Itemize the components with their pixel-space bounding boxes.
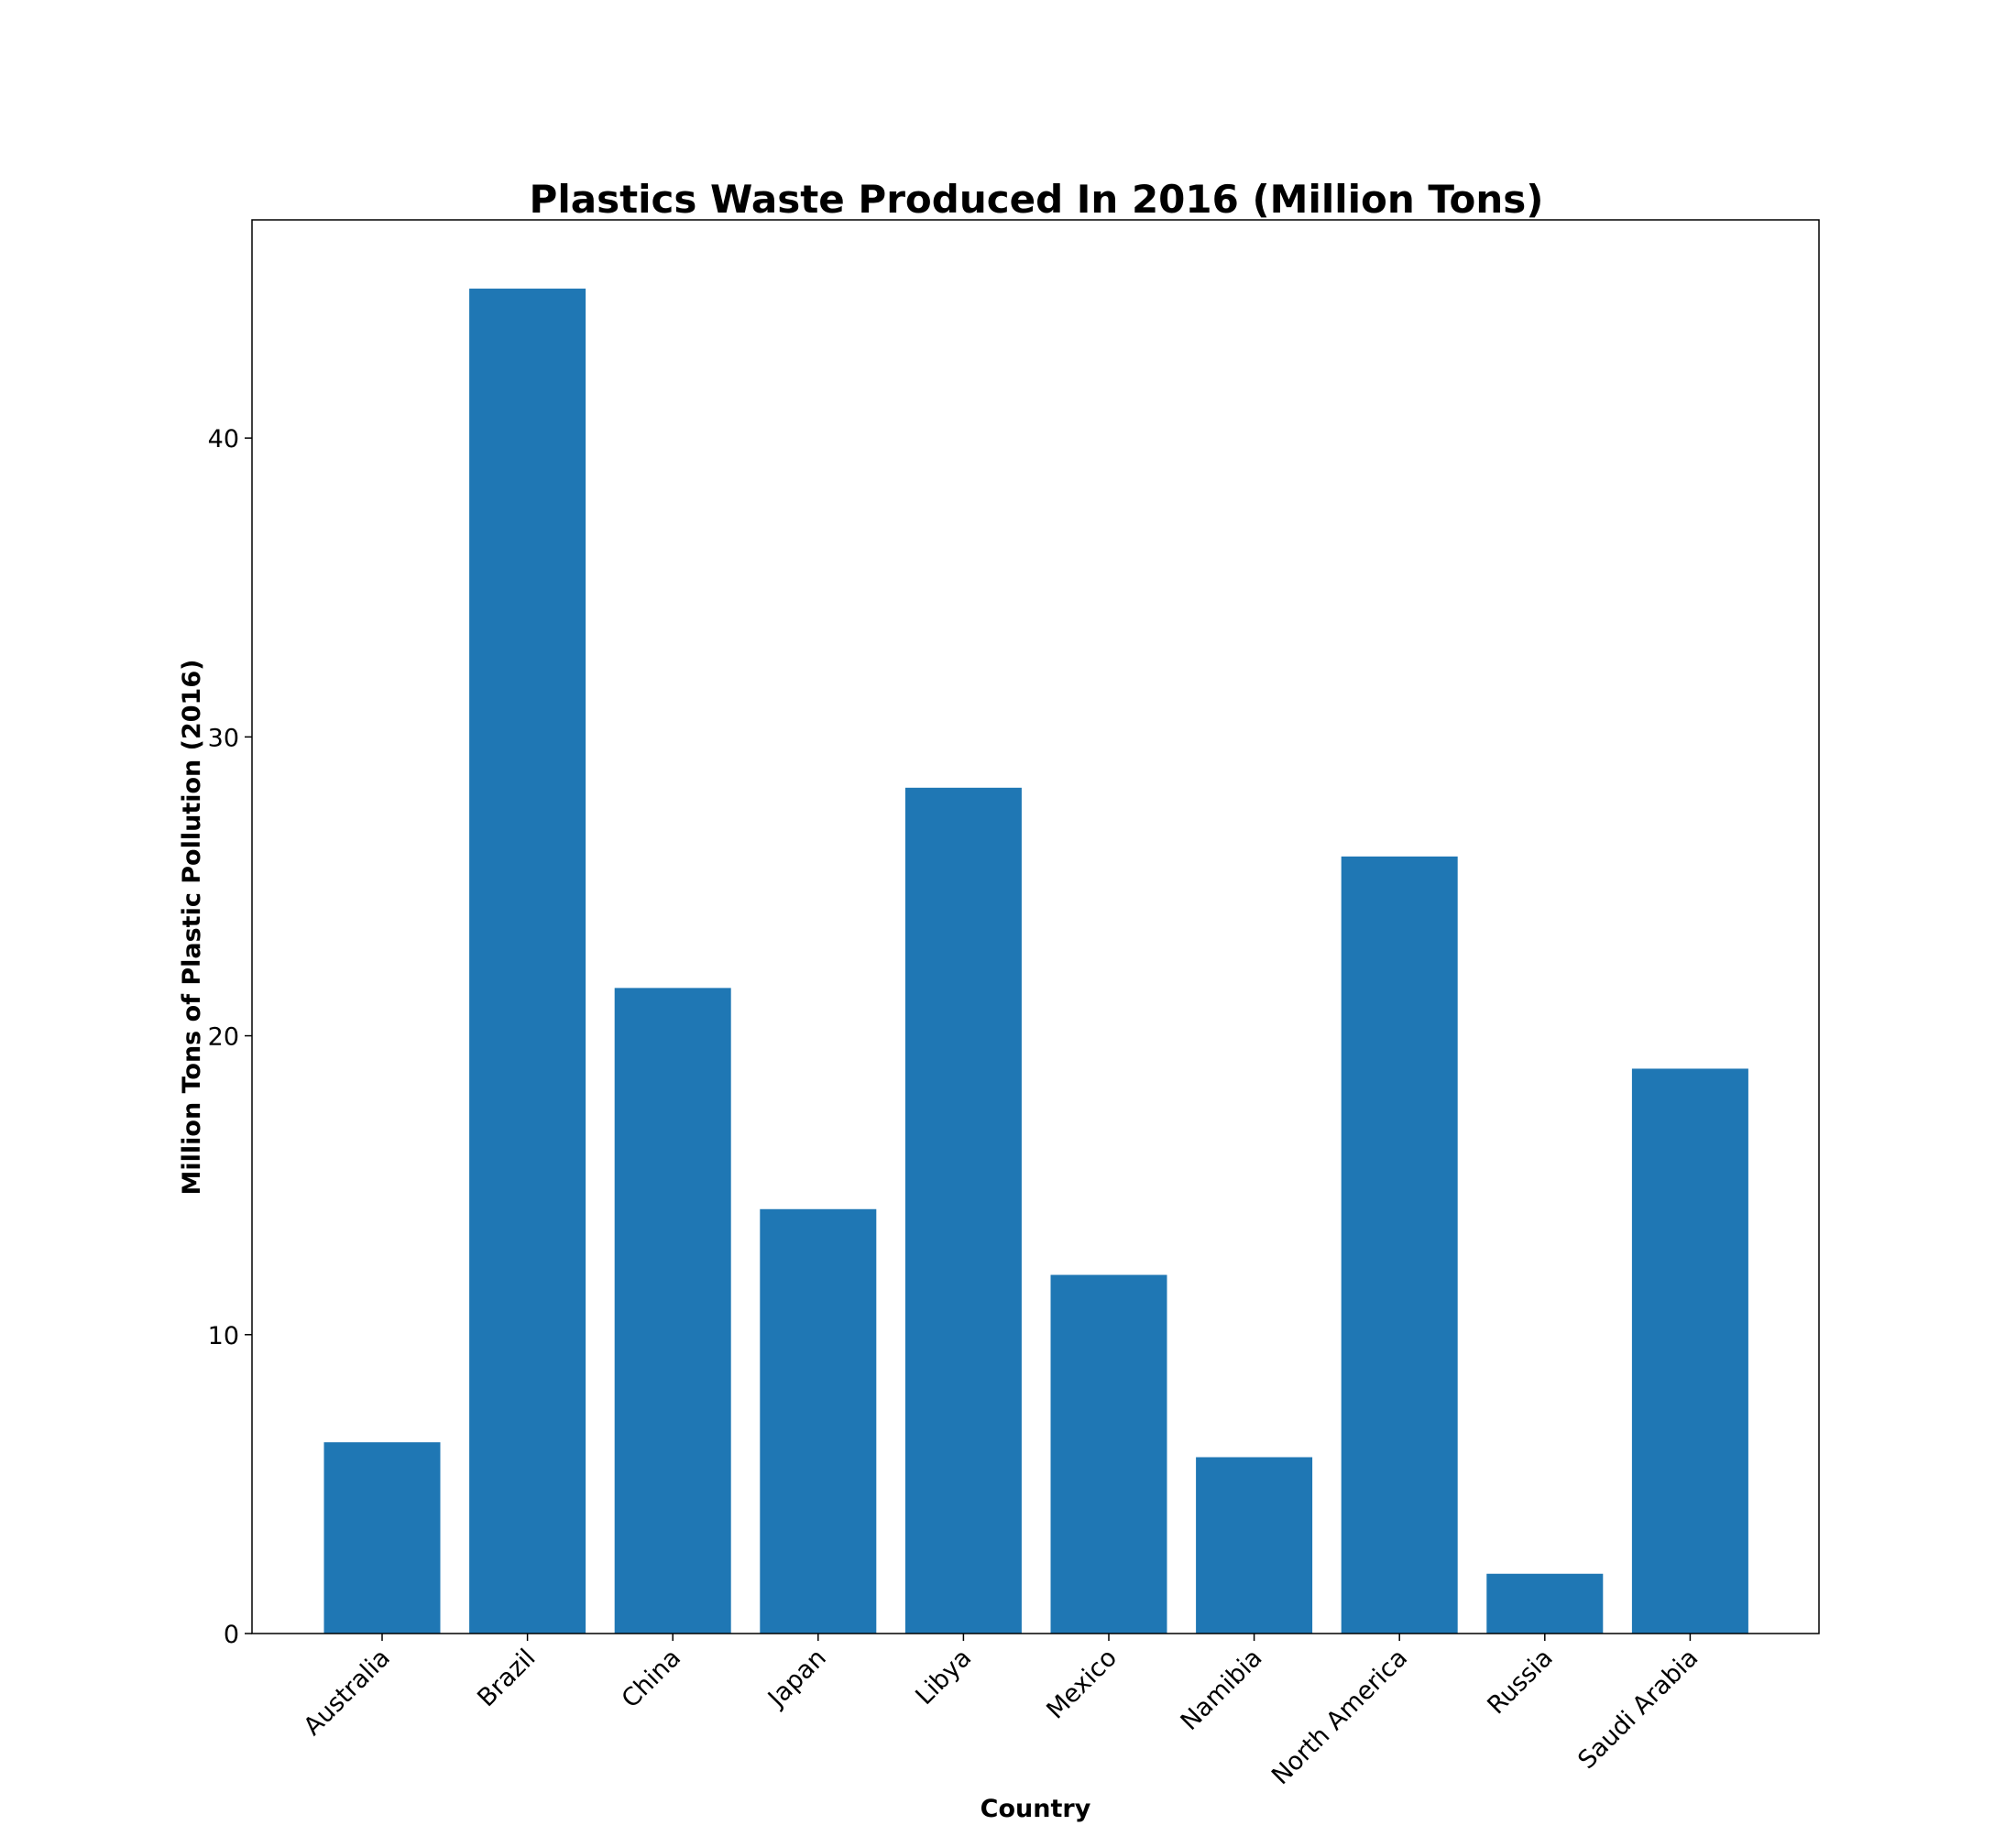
bar-australia [323, 1442, 441, 1634]
x-tick-label-north-america: North America [1266, 1644, 1413, 1790]
bar-russia [1486, 1573, 1604, 1634]
x-tick-label-australia: Australia [299, 1644, 396, 1741]
x-tick-label-libya: Libya [910, 1644, 977, 1710]
x-tick-label-brazil: Brazil [472, 1644, 541, 1712]
bar-mexico [1050, 1274, 1167, 1634]
x-axis: Australia Brazil China Japan Libya Mexico Nami… [299, 1634, 1704, 1790]
bar-namibia [1196, 1457, 1313, 1634]
bar-libya [904, 787, 1022, 1634]
x-tick-label-namibia: Namibia [1176, 1644, 1268, 1736]
bar-japan [760, 1208, 877, 1634]
y-axis: 0 10 20 30 40 [208, 425, 252, 1649]
chart-title: Plastics Waste Produced In 2016 (Million… [530, 177, 1544, 222]
bars-group [323, 289, 1748, 1634]
x-axis-title: Country [981, 1795, 1091, 1823]
plot-area-frame [251, 219, 1820, 1634]
y-tick-label-10: 10 [208, 1322, 239, 1350]
x-tick-label-japan: Japan [761, 1644, 832, 1714]
y-tick-label-0: 0 [224, 1621, 239, 1649]
bar-brazil [469, 289, 586, 1634]
bar-north-america [1341, 856, 1458, 1634]
x-tick-label-china: China [617, 1644, 686, 1713]
y-tick-label-20: 20 [208, 1023, 239, 1052]
y-tick-label-40: 40 [208, 425, 239, 454]
y-axis-title: Million Tons of Plastic Pollution (2016) [178, 660, 206, 1196]
x-tick-label-mexico: Mexico [1041, 1644, 1123, 1725]
bar-saudi-arabia [1631, 1068, 1748, 1634]
y-tick-label-30: 30 [208, 724, 239, 752]
bar-china [614, 988, 731, 1634]
x-tick-label-russia: Russia [1482, 1644, 1558, 1720]
x-tick-label-saudi-arabia: Saudi Arabia [1572, 1644, 1704, 1775]
